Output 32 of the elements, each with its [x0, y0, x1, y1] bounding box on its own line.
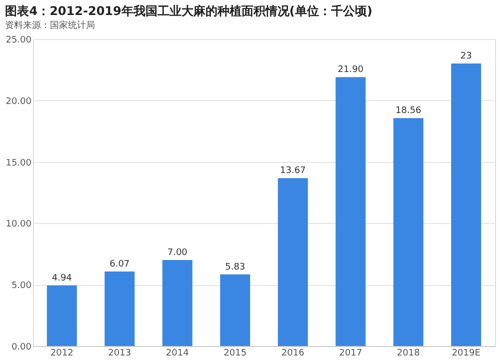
x-tick-label: 2018	[396, 348, 420, 358]
bar	[393, 118, 424, 346]
x-tick-label: 2016	[281, 348, 305, 358]
x-tick-label: 2012	[50, 348, 74, 358]
bar	[278, 178, 308, 346]
bar	[336, 77, 366, 346]
bar	[451, 64, 482, 346]
x-tick-label: 2019E	[452, 348, 481, 358]
data-label: 21.90	[338, 65, 364, 76]
y-tick-label: 15.00	[6, 158, 32, 168]
bar	[162, 260, 192, 346]
data-label: 18.56	[395, 106, 422, 116]
bar	[220, 274, 250, 346]
y-tick-label: 5.00	[11, 281, 32, 292]
y-tick-label: 25.00	[6, 36, 32, 46]
chart-title: 图表4：2012-2019年我国工业大麻的种植面积情况(单位：千公顷)	[5, 4, 372, 18]
x-tick-label: 2014	[166, 348, 190, 358]
y-tick-label: 20.00	[6, 96, 32, 107]
x-tick-label: 2013	[108, 348, 132, 358]
data-label: 4.94	[52, 273, 72, 284]
bar	[104, 271, 135, 346]
y-tick-label: 0.00	[11, 342, 32, 352]
x-tick-label: 2017	[339, 348, 362, 358]
data-label: 23	[460, 52, 472, 62]
text: 资料来源：国家统计局	[5, 20, 96, 31]
y-tick-label: 10.00	[6, 220, 32, 230]
data-label: 13.67	[280, 166, 306, 176]
data-label: 6.07	[110, 259, 130, 270]
data-label: 5.83	[225, 262, 246, 272]
x-tick-label: 2015	[224, 348, 247, 358]
bar	[46, 285, 77, 346]
data-label: 7.00	[167, 248, 188, 258]
